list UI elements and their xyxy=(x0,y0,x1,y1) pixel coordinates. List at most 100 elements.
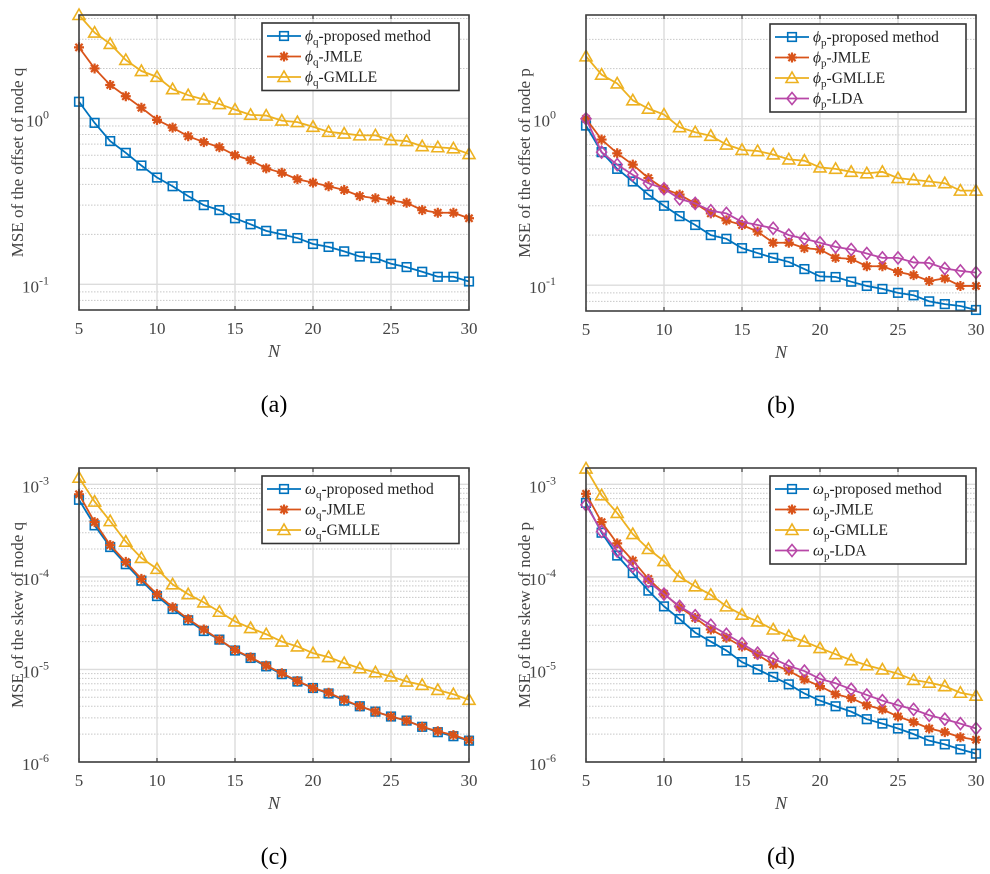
series-lda xyxy=(579,497,983,736)
point-gmlle xyxy=(750,613,765,627)
point-jmle xyxy=(939,727,950,738)
x-axis-label: N xyxy=(267,341,281,361)
point-jmle xyxy=(877,704,888,715)
legend-subscript: p xyxy=(824,530,830,542)
legend-box xyxy=(769,23,967,113)
point-proposed xyxy=(830,701,841,712)
point-proposed xyxy=(448,271,459,282)
y-tick-base: 10 xyxy=(22,570,39,589)
point-proposed xyxy=(736,657,748,668)
legend-item: ϕq-proposed method xyxy=(267,28,431,48)
point-jmle xyxy=(432,726,443,737)
legend-name: -proposed method xyxy=(319,28,432,45)
y-tick-exponent: -4 xyxy=(546,566,556,580)
point-gmlle xyxy=(446,686,461,700)
point-gmlle xyxy=(305,645,321,659)
legend-symbol: ϕ xyxy=(813,91,821,108)
point-gmlle xyxy=(149,69,165,83)
y-tick-base: 10 xyxy=(529,477,546,496)
legend-symbol: ϕ xyxy=(305,49,313,66)
x-tick-label: 20 xyxy=(305,319,322,338)
point-jmle xyxy=(276,668,287,679)
legend-item: ωq-proposed method xyxy=(267,481,434,501)
legend-subscript: p xyxy=(821,99,827,111)
point-gmlle xyxy=(875,164,890,178)
point-lda xyxy=(673,599,686,614)
point-gmlle xyxy=(399,673,414,687)
point-jmle xyxy=(690,612,701,623)
point-jmle xyxy=(893,267,903,278)
point-jmle xyxy=(89,517,100,528)
point-gmlle xyxy=(196,594,212,608)
legend-item: ωp-JMLE xyxy=(775,502,873,522)
point-jmle xyxy=(612,148,623,159)
point-lda xyxy=(938,711,951,727)
point-jmle xyxy=(245,155,256,166)
point-lda xyxy=(704,618,717,633)
legend-symbol: ϕ xyxy=(305,28,313,45)
point-gmlle xyxy=(765,146,781,160)
point-lda xyxy=(720,206,733,221)
point-gmlle xyxy=(781,151,797,165)
point-jmle xyxy=(861,700,872,711)
legend-item: ϕp-GMLLE xyxy=(775,70,885,90)
x-tick-label: 30 xyxy=(461,319,478,338)
legend-label: ϕq-proposed method xyxy=(305,28,431,48)
x-tick-label: 5 xyxy=(582,771,591,790)
point-proposed xyxy=(908,290,919,301)
x-tick-label: 10 xyxy=(149,319,166,338)
point-proposed xyxy=(908,729,919,740)
legend-name: -JMLE xyxy=(321,502,365,519)
point-gmlle xyxy=(687,578,703,592)
point-gmlle xyxy=(180,586,196,600)
point-lda xyxy=(751,645,764,661)
y-tick-base: 10 xyxy=(529,755,546,774)
point-proposed xyxy=(432,271,443,282)
point-proposed xyxy=(799,688,810,699)
legend-label: ωp-LDA xyxy=(813,543,867,563)
point-proposed xyxy=(658,601,670,612)
series-gmlle xyxy=(578,48,984,196)
panel-caption: (a) xyxy=(261,392,288,418)
point-gmlle xyxy=(672,119,687,133)
point-proposed xyxy=(783,256,794,268)
point-jmle xyxy=(370,193,381,204)
point-jmle xyxy=(308,177,318,188)
legend-subscript: p xyxy=(824,510,830,522)
point-lda xyxy=(595,144,608,160)
point-gmlle xyxy=(687,124,703,138)
legend-symbol: ω xyxy=(305,481,316,498)
point-gmlle xyxy=(383,668,399,682)
point-proposed xyxy=(120,147,131,158)
point-gmlle xyxy=(719,136,734,150)
point-gmlle xyxy=(828,646,843,660)
point-proposed xyxy=(370,252,381,264)
legend-subscript: p xyxy=(821,58,827,70)
point-proposed xyxy=(276,229,287,240)
point-gmlle xyxy=(180,87,196,101)
series-gmlle xyxy=(71,7,477,160)
point-gmlle xyxy=(937,175,953,189)
legend-subscript: q xyxy=(313,77,319,89)
point-jmle xyxy=(120,91,131,102)
point-jmle xyxy=(939,273,950,284)
legend-subscript: q xyxy=(313,36,319,48)
series-proposed xyxy=(73,96,475,287)
y-tick-base: 10 xyxy=(533,112,550,131)
point-gmlle xyxy=(102,36,118,50)
point-gmlle xyxy=(906,172,921,186)
point-gmlle xyxy=(305,119,321,133)
legend-symbol: ω xyxy=(813,502,824,519)
x-tick-label: 20 xyxy=(812,771,829,790)
point-gmlle xyxy=(368,664,383,678)
y-tick-base: 10 xyxy=(529,662,546,681)
line-proposed xyxy=(78,101,470,283)
point-jmle xyxy=(198,137,209,148)
legend-label: ωp-JMLE xyxy=(813,502,873,522)
point-lda xyxy=(595,524,608,539)
point-proposed xyxy=(183,191,194,202)
y-tick-base: 10 xyxy=(22,277,39,296)
y-tick-label: 10-4 xyxy=(529,566,556,589)
